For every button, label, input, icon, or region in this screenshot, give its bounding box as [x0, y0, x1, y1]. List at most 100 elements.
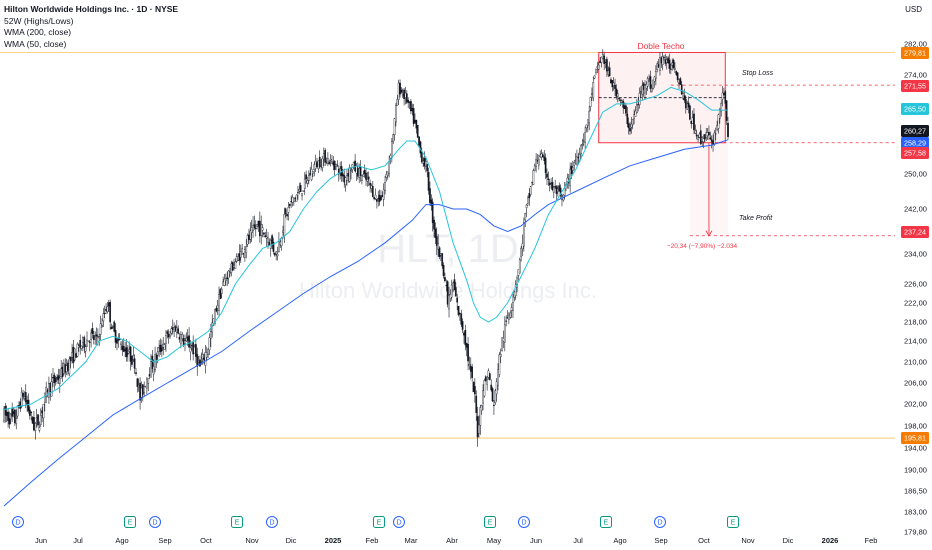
candle-body	[694, 130, 697, 134]
candle-body	[563, 188, 566, 196]
x-tick-label: Dic	[783, 536, 794, 545]
candle-body	[650, 88, 653, 92]
candle-body	[347, 173, 350, 177]
currency-label[interactable]: USD	[905, 5, 922, 14]
candle-body	[502, 338, 505, 342]
candle-body	[235, 256, 238, 262]
candle-body	[370, 185, 373, 189]
candle-body	[116, 339, 118, 344]
candle-body	[508, 314, 510, 320]
candle-body	[220, 288, 223, 294]
candle-body	[371, 186, 374, 197]
candle-body	[95, 334, 98, 337]
candle-body	[302, 190, 305, 192]
indicator-52w[interactable]: 52W (Highs/Lows)	[4, 15, 74, 26]
candle-body	[227, 270, 230, 279]
candle-body	[171, 327, 174, 330]
price-badge	[901, 47, 929, 59]
y-tick-label: 222,00	[904, 299, 927, 308]
candle-body	[648, 80, 650, 82]
candle-body	[535, 158, 537, 167]
x-tick-label: 2025	[325, 536, 342, 545]
candle-body	[197, 361, 200, 363]
annotations[interactable]: Doble Techo Stop Loss Take Profit −20,34…	[637, 41, 773, 250]
candle-body	[514, 284, 517, 296]
candle-body	[380, 196, 382, 200]
indicator-wma50[interactable]: WMA (50, close)	[4, 38, 67, 49]
candle-body	[439, 253, 442, 256]
candle-body	[37, 414, 39, 426]
x-tick-label: May	[487, 536, 501, 545]
event-marker-label: E	[128, 520, 133, 527]
x-tick-label: Jun	[35, 536, 47, 545]
candle-body	[456, 297, 459, 303]
price-badge-label: 279,81	[904, 49, 926, 58]
candle-body	[193, 346, 196, 354]
candle-body	[219, 289, 222, 299]
candle-body	[405, 93, 408, 103]
candle-body	[414, 119, 416, 123]
candle-body	[67, 362, 69, 371]
candle-body	[143, 386, 146, 393]
price-axis[interactable]: 282,00274,00266,00258,00250,00242,00234,…	[901, 40, 929, 537]
event-marker-label: E	[604, 520, 609, 527]
candle-body	[256, 224, 258, 227]
price-badge	[901, 125, 929, 137]
candle-body	[593, 75, 596, 79]
earnings-marker	[727, 516, 739, 528]
time-axis[interactable]: Jun Jul Ago Sep Oct Nov Dic 2025 Feb Mar Abr May Jun…	[35, 536, 878, 545]
candle-body	[646, 78, 649, 87]
x-tick-label: 2026	[822, 536, 839, 545]
candle-body	[479, 407, 482, 426]
candle-body	[205, 352, 208, 358]
candle-body	[358, 168, 361, 178]
candle-body	[261, 227, 264, 231]
candle-body	[693, 113, 695, 131]
candle-body	[399, 82, 401, 95]
candle-body	[158, 347, 160, 349]
candle-body	[453, 279, 456, 291]
candle-body	[295, 194, 298, 202]
candle-body	[356, 168, 359, 177]
price-badge-label: 260,27	[904, 127, 926, 136]
candle-body	[697, 137, 699, 140]
candle-body	[606, 59, 608, 72]
candle-body	[682, 93, 684, 99]
candle-body	[471, 366, 474, 378]
candle-body	[720, 103, 723, 112]
candle-body	[592, 82, 595, 99]
candle-body	[391, 140, 393, 158]
candle-body	[442, 264, 445, 276]
candle-body	[656, 63, 659, 70]
candle-body	[181, 334, 184, 339]
candle-body	[513, 291, 516, 298]
candle-body	[386, 171, 389, 176]
price-badge	[901, 226, 929, 238]
candle-body	[603, 55, 606, 64]
candle-body	[660, 57, 663, 64]
indicator-wma200[interactable]: WMA (200, close)	[4, 27, 72, 37]
candle-body	[691, 117, 694, 124]
event-marker-label: E	[488, 520, 493, 527]
candle-body	[110, 327, 113, 330]
candle-body	[41, 410, 43, 414]
candle-body	[667, 57, 669, 64]
candle-body	[661, 56, 664, 65]
candle-body	[714, 133, 717, 135]
candle-body	[437, 243, 439, 250]
candle-body	[254, 227, 257, 230]
candle-body	[710, 139, 713, 142]
candle-body	[131, 356, 133, 365]
candle-body	[92, 335, 95, 340]
candle-body	[321, 158, 324, 169]
candle-body	[392, 134, 395, 142]
candle-body	[506, 317, 509, 319]
candle-body	[64, 364, 67, 373]
candle-body	[320, 165, 322, 167]
event-marker-label: D	[15, 520, 20, 527]
candle-body	[298, 189, 301, 192]
candle-body	[211, 322, 214, 333]
candle-body	[629, 127, 631, 132]
